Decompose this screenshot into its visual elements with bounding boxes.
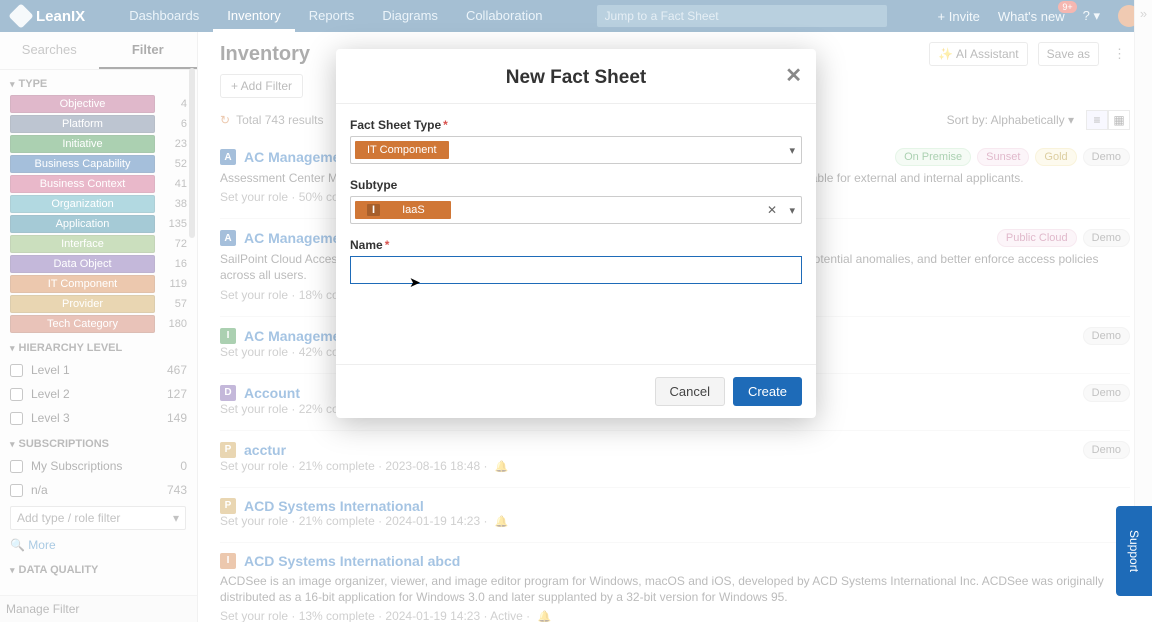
factsheet-type-select[interactable]: IT Component ▾ (350, 136, 802, 164)
close-icon[interactable]: ✕ (785, 63, 802, 88)
subtype-select[interactable]: IIaaS ✕ ▾ (350, 196, 802, 224)
cancel-button[interactable]: Cancel (655, 377, 725, 406)
label-factsheet-type: Fact Sheet Type* (350, 118, 802, 132)
cursor-icon: ➤ (409, 274, 421, 291)
create-button[interactable]: Create (733, 377, 802, 406)
new-factsheet-modal: New Fact Sheet ✕ Fact Sheet Type* IT Com… (336, 49, 816, 418)
label-subtype: Subtype (350, 178, 802, 192)
support-tab[interactable]: Support (1116, 506, 1152, 596)
chevron-down-icon: ▾ (789, 144, 795, 157)
modal-title: New Fact Sheet (506, 67, 646, 88)
subtype-chip: IIaaS (355, 201, 451, 219)
chevron-down-icon: ▾ (789, 204, 795, 217)
type-chip: IT Component (355, 141, 449, 159)
label-name: Name* (350, 238, 802, 252)
clear-icon[interactable]: ✕ (767, 203, 777, 217)
